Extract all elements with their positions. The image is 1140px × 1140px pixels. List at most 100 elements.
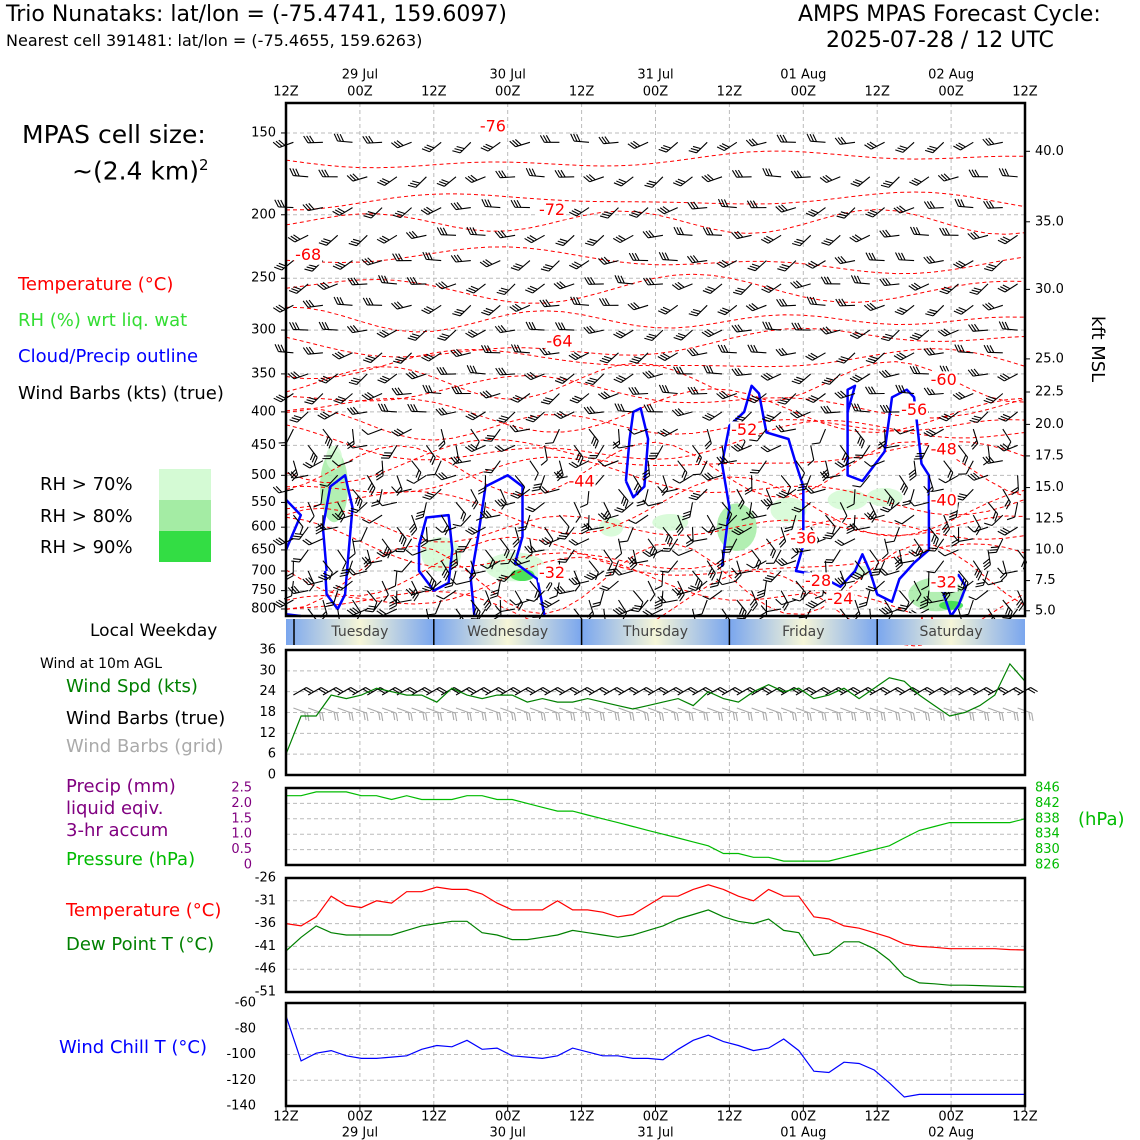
barb-flag — [322, 281, 330, 288]
wind-barb — [395, 538, 413, 553]
wind-barb — [988, 538, 1004, 554]
wind-barb — [982, 578, 1003, 586]
barb-flag — [952, 534, 959, 542]
barb-staff — [440, 234, 457, 236]
barb-flag — [274, 344, 279, 352]
barb-staff — [780, 590, 789, 605]
wind-barb — [716, 259, 738, 268]
barb-flag — [305, 461, 313, 468]
wind-barb — [972, 560, 983, 581]
barb-flag — [943, 173, 951, 180]
true-wind-barb — [958, 687, 979, 696]
wind-barb — [435, 472, 457, 481]
barb-flag — [498, 576, 507, 580]
wind-barb — [895, 141, 915, 153]
barb-flag — [381, 235, 390, 241]
barb-flag — [509, 599, 517, 606]
barb-flag — [569, 399, 578, 404]
barb-flag — [693, 201, 699, 209]
barb-flag — [559, 410, 567, 417]
barb-staff — [559, 283, 575, 290]
wind-barb — [612, 568, 634, 576]
barb-flag — [933, 536, 937, 545]
barb-staff — [412, 373, 427, 380]
temperature-contour-label: -72 — [539, 200, 565, 219]
wind-barb — [805, 260, 826, 269]
barb-flag — [751, 303, 759, 309]
wind-barb — [273, 393, 294, 403]
temperature-contour — [285, 375, 1026, 419]
true-wind-barb — [426, 687, 447, 696]
grid-wind-barb — [500, 707, 517, 722]
wind-barb — [540, 260, 560, 272]
barb-flag — [556, 412, 564, 418]
barb-flag — [822, 175, 830, 182]
barb-flag — [627, 556, 634, 564]
barb-flag — [910, 712, 913, 721]
barb-flag — [367, 211, 376, 215]
barb-flag — [617, 275, 622, 284]
barb-flag — [405, 549, 413, 556]
top-time-tick: 00Z — [643, 85, 669, 100]
wind-barb — [702, 283, 723, 294]
barb-staff — [366, 590, 378, 603]
barb-flag — [895, 252, 900, 261]
barb-flag — [731, 232, 738, 239]
barb-flag — [679, 594, 685, 602]
grid-wind-barb — [529, 707, 546, 722]
barb-flag — [450, 456, 457, 464]
wc-tick-label: -140 — [226, 1099, 256, 1114]
barb-staff — [662, 488, 678, 493]
barb-flag — [810, 260, 819, 266]
pressure-tick-label: 650 — [251, 542, 276, 557]
barb-flag — [974, 169, 980, 178]
wind-barb — [539, 299, 560, 308]
barb-flag — [303, 688, 312, 694]
wind-barb — [686, 255, 708, 264]
wind-barb — [834, 576, 856, 585]
barb-flag — [382, 375, 390, 380]
legend-temperature-2: Temperature (°C) — [66, 900, 222, 921]
barb-flag — [605, 574, 614, 577]
barb-staff — [514, 590, 524, 604]
barb-flag — [291, 417, 300, 421]
barb-staff — [831, 549, 841, 563]
barb-flag — [293, 415, 302, 419]
barb-flag — [489, 595, 498, 599]
wind-barb — [953, 141, 974, 151]
wind-barb — [746, 200, 767, 209]
barb-flag — [293, 535, 302, 538]
barb-flag — [822, 536, 831, 540]
barb-flag — [693, 386, 699, 395]
barb-flag — [280, 344, 285, 353]
wind-barb — [954, 198, 974, 209]
barb-flag — [601, 298, 607, 306]
barb-staff — [664, 352, 678, 361]
bottom-time-tick: 00Z — [791, 1110, 817, 1125]
barb-staff — [352, 599, 362, 613]
barb-flag — [409, 335, 418, 339]
barb-flag — [973, 231, 980, 239]
barb-flag — [289, 322, 294, 330]
barb-flag — [923, 348, 930, 356]
barb-flag — [275, 485, 283, 493]
barb-flag — [409, 523, 416, 531]
barb-staff — [606, 580, 619, 592]
barb-flag — [895, 384, 900, 393]
barb-flag — [880, 337, 889, 342]
grid-wind-barb — [780, 707, 798, 722]
barb-staff — [898, 590, 910, 603]
barb-staff — [968, 599, 974, 615]
barb-flag — [1005, 606, 1010, 615]
wind-barb — [941, 514, 951, 536]
barb-flag — [1017, 601, 1023, 609]
barb-flag — [957, 495, 966, 499]
barb-flag — [450, 255, 457, 263]
barb-flag — [899, 352, 907, 358]
temperature-contour-label: -44 — [569, 472, 595, 491]
true-wind-barb — [544, 687, 565, 696]
wind-barb — [553, 586, 575, 595]
barb-flag — [706, 365, 711, 374]
barb-flag — [467, 528, 476, 534]
barb-flag — [894, 311, 903, 316]
